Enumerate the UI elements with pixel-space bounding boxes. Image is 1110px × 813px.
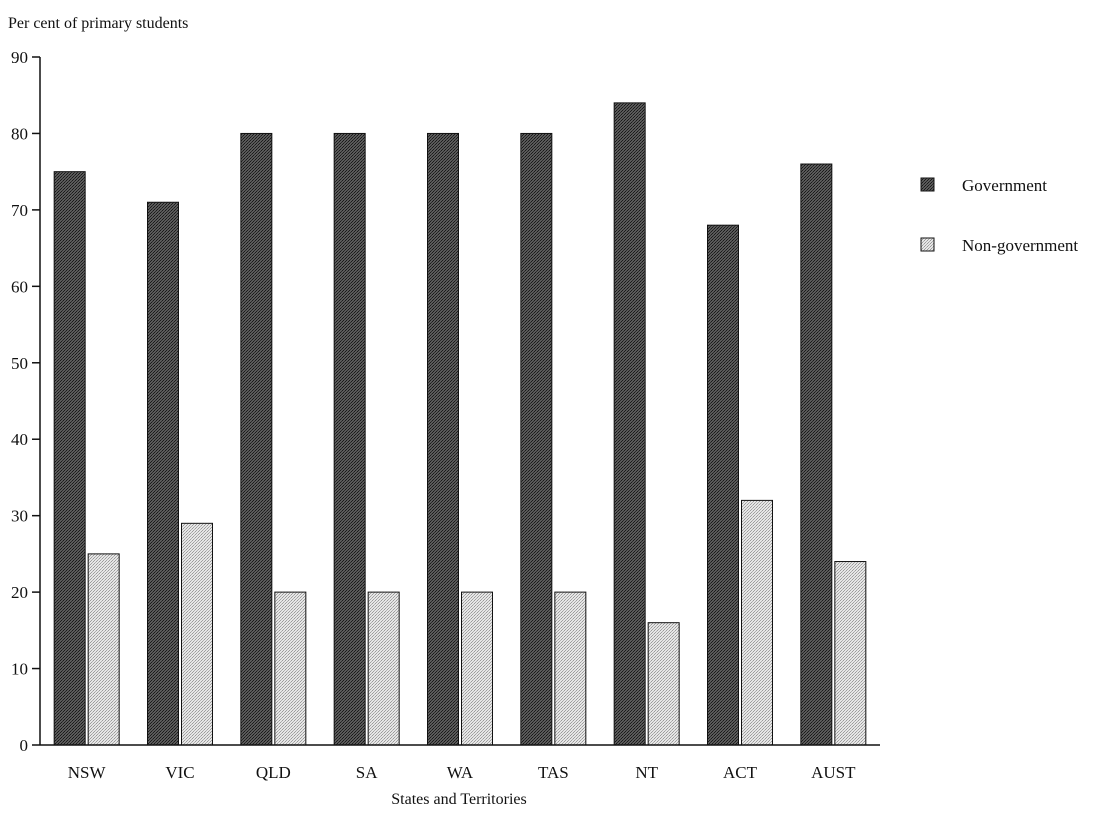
bar-government xyxy=(240,132,273,746)
x-tick-label: NT xyxy=(635,763,658,782)
y-tick-label: 10 xyxy=(11,660,28,679)
bar-government xyxy=(707,224,739,746)
legend-label-non-government: Non-government xyxy=(962,236,1078,255)
y-tick-label: 60 xyxy=(11,277,28,296)
x-tick-label: VIC xyxy=(165,763,194,782)
y-tick-label: 50 xyxy=(11,354,28,373)
bar-non-government xyxy=(741,499,773,746)
x-tick-label: QLD xyxy=(256,763,291,782)
bar-government xyxy=(53,171,86,746)
y-tick-label: 0 xyxy=(20,736,29,755)
legend-swatch-non-government xyxy=(920,237,935,252)
y-axis: 0 10 20 30 40 50 60 70 80 90 xyxy=(11,48,40,755)
bar-government xyxy=(800,163,833,746)
y-tick-label: 70 xyxy=(11,201,28,220)
bar-non-government xyxy=(647,622,680,746)
y-tick-label: 80 xyxy=(11,124,28,143)
y-tick-label: 40 xyxy=(11,430,28,449)
y-tick-label: 90 xyxy=(11,48,28,67)
x-tick-label: SA xyxy=(356,763,378,782)
bar-government xyxy=(333,132,366,746)
legend: Government Non-government xyxy=(920,176,1078,255)
bar-government xyxy=(427,132,459,746)
x-tick-label: AUST xyxy=(811,763,856,782)
bar-non-government xyxy=(367,591,400,746)
x-tick-label: WA xyxy=(447,763,474,782)
bar-government xyxy=(147,201,179,746)
bar-non-government xyxy=(87,553,120,746)
x-tick-label: TAS xyxy=(538,763,569,782)
bars xyxy=(53,102,867,746)
legend-swatch-government xyxy=(920,177,935,192)
bar-government xyxy=(520,132,553,746)
legend-label-government: Government xyxy=(962,176,1047,195)
y-tick-label: 20 xyxy=(11,583,28,602)
y-tick-label: 30 xyxy=(11,507,28,526)
bar-non-government xyxy=(181,522,213,746)
bar-non-government xyxy=(274,591,307,746)
bar-non-government xyxy=(554,591,587,746)
bar-government xyxy=(613,102,646,746)
bar-non-government xyxy=(834,561,867,746)
x-axis-label: States and Territories xyxy=(391,791,526,808)
bar-non-government xyxy=(461,591,493,746)
x-axis: NSW VIC QLD SA WA TAS NT ACT AUST xyxy=(68,763,856,782)
y-axis-label: Per cent of primary students xyxy=(8,15,188,32)
x-tick-label: NSW xyxy=(68,763,107,782)
x-tick-label: ACT xyxy=(723,763,758,782)
